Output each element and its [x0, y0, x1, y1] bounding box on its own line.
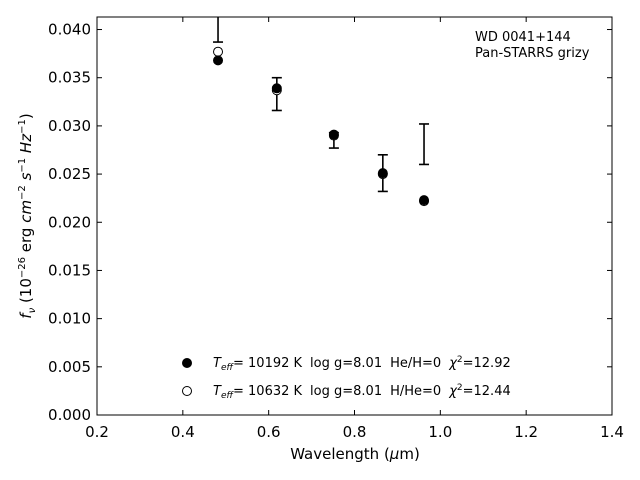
- tick-group: 0.2 0.4 0.6 0.8 1.0 1.2 1.4 0.000 0.005 0.010 0.01…: [48, 17, 624, 441]
- legend-1-chi2: =12.92: [463, 356, 511, 371]
- annotation-line-1: WD 0041+144: [475, 30, 571, 45]
- y-tick-label: 0.000: [48, 406, 91, 424]
- legend-marker-filled: [182, 358, 192, 368]
- x-tick-label: 0.6: [257, 423, 281, 441]
- y-tick-label: 0.040: [48, 21, 91, 39]
- x-tick-label: 1.0: [428, 423, 452, 441]
- model-point-filled: [419, 195, 430, 206]
- x-tick-label: 0.8: [343, 423, 367, 441]
- y-axis-label: fν (10−26 erg cm−2 s−1 Hz−1): [17, 113, 38, 318]
- legend-1-comp: He/H=0: [390, 356, 441, 371]
- y-tick-label: 0.015: [48, 261, 91, 279]
- error-bar-group: [213, 17, 430, 193]
- annotation-line-2: Pan-STARRS grizy: [475, 46, 590, 61]
- x-tick-label: 0.4: [171, 423, 195, 441]
- model-point-filled: [213, 55, 224, 66]
- y-tick-label: 0.010: [48, 310, 91, 328]
- legend-2-comp: H/He=0: [390, 384, 441, 399]
- y-tick-label: 0.005: [48, 358, 91, 376]
- y-tick-label: 0.025: [48, 165, 91, 183]
- legend-1-logg: log g=8.01: [310, 356, 382, 371]
- legend-2-logg: log g=8.01: [310, 384, 382, 399]
- x-axis-label: Wavelength (μm): [290, 445, 420, 463]
- legend-2-teff: = 10632 K: [233, 384, 303, 399]
- x-tick-label: 1.2: [514, 423, 538, 441]
- x-tick-label: 0.2: [85, 423, 109, 441]
- y-tick-label: 0.020: [48, 213, 91, 231]
- y-tick-label: 0.035: [48, 69, 91, 87]
- model-point-filled: [328, 129, 339, 140]
- marker-group: [213, 46, 430, 207]
- y-tick-label: 0.030: [48, 117, 91, 135]
- legend-2-chi2: =12.44: [463, 384, 511, 399]
- x-tick-label: 1.4: [600, 423, 624, 441]
- legend-marker-open: [182, 386, 192, 396]
- legend-1-teff: = 10192 K: [233, 356, 303, 371]
- model-point-open: [213, 46, 224, 57]
- model-point-filled: [377, 168, 388, 179]
- model-point-filled: [271, 83, 282, 94]
